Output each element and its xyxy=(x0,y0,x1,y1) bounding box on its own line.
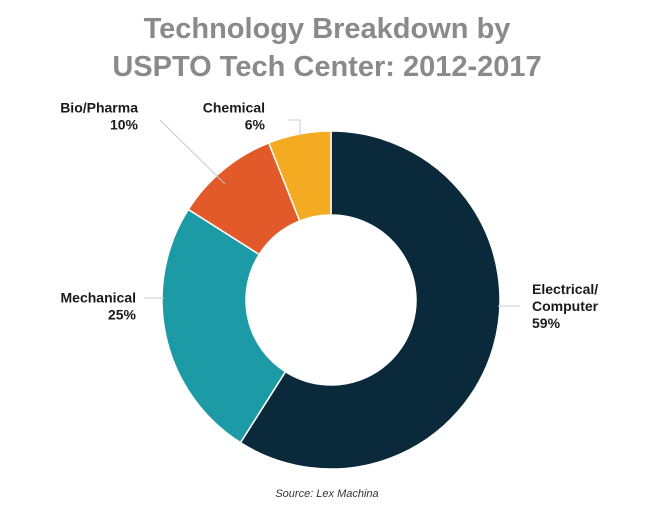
slice-label: Mechanical 25% xyxy=(61,290,137,323)
slices-layer xyxy=(161,130,501,470)
slice-label: Chemical 6% xyxy=(203,100,266,133)
leader-lines-layer xyxy=(144,119,520,307)
chart-title: Technology Breakdown by USPTO Tech Cente… xyxy=(0,10,654,86)
slice-chemical xyxy=(267,130,332,222)
labels-layer: Electrical/Computer 59% Mechanical 25% Bio/P… xyxy=(60,100,598,332)
slice-name-label: Electrical/ xyxy=(532,281,598,297)
chart-source: Source: Lex Machina xyxy=(275,488,379,500)
slice-name-label: Chemical xyxy=(203,100,265,116)
slice-label: Bio/Pharma 10% xyxy=(60,100,138,133)
slice-value-label: 25% xyxy=(108,307,137,323)
slice-electrical-computer xyxy=(239,130,501,470)
slice-name-label: Mechanical xyxy=(61,290,136,306)
leader-line xyxy=(288,119,301,136)
slice-name-label: Bio/Pharma xyxy=(60,100,138,116)
slice-value-label: 6% xyxy=(245,117,266,133)
slice-value-label: 10% xyxy=(110,117,139,133)
leader-line xyxy=(159,119,226,185)
slice-name-label: Computer xyxy=(532,298,599,314)
chart-title-line-1: Technology Breakdown by xyxy=(143,13,511,45)
slice-value-label: 59% xyxy=(532,315,561,331)
slice-mechanical xyxy=(161,208,287,444)
chart-title-line-2: USPTO Tech Center: 2012-2017 xyxy=(112,51,542,83)
slice-label: Electrical/Computer 59% xyxy=(532,281,599,331)
